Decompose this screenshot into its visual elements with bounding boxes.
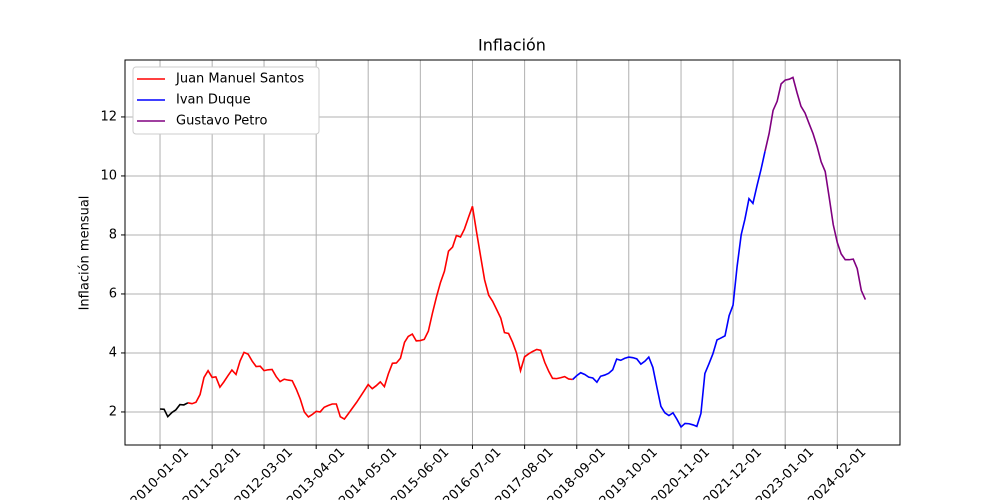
plot-frame (124, 59, 901, 446)
y-tick-label: 6 (109, 286, 117, 301)
legend-box (132, 66, 320, 135)
chart-title: Inflación (478, 36, 546, 55)
series-line (159, 402, 189, 419)
legend-label: Ivan Duque (176, 93, 251, 108)
y-tick-label: 10 (100, 168, 117, 183)
legend-label: Gustavo Petro (176, 114, 267, 129)
series-line (764, 76, 867, 300)
y-tick-label: 4 (109, 345, 117, 360)
y-tick-label: 12 (100, 109, 117, 124)
series-line (572, 150, 766, 429)
y-tick-label: 2 (109, 404, 117, 419)
y-tick-label: 8 (109, 227, 117, 242)
y-axis-label: Inflación mensual (78, 196, 93, 311)
legend-label: Juan Manuel Santos (175, 72, 304, 87)
series-line (187, 206, 573, 421)
